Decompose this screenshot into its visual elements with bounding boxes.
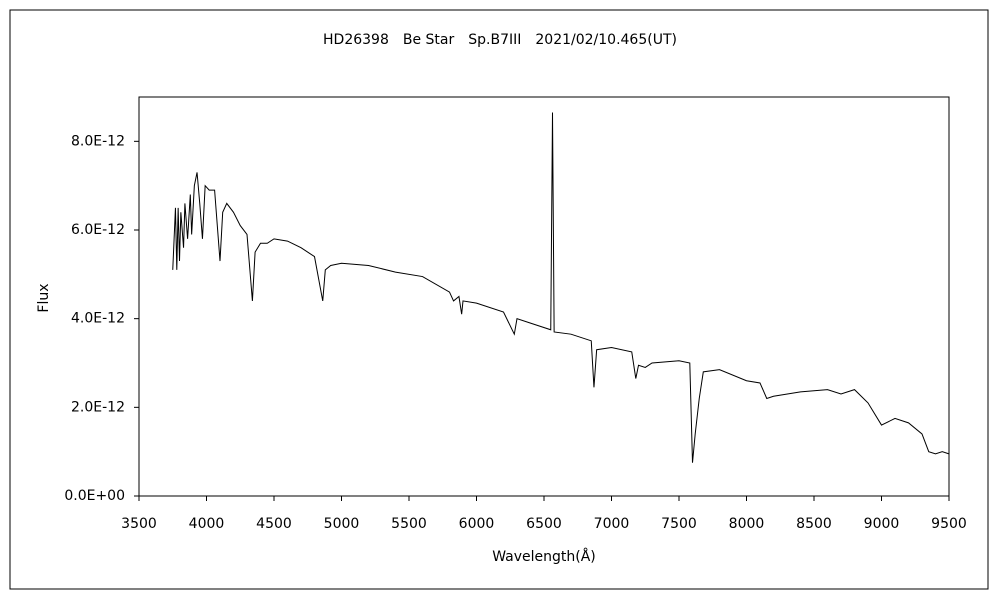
x-tick-label: 8500 [796, 516, 832, 532]
x-tick-label: 8000 [729, 516, 765, 532]
x-tick-label: 6000 [459, 516, 495, 532]
x-tick-label: 9500 [931, 516, 967, 532]
x-axis-label: Wavelength(Å) [492, 548, 596, 565]
x-tick-label: 3500 [121, 516, 157, 532]
x-tick-label: 6500 [526, 516, 562, 532]
x-tick-label: 5000 [324, 516, 360, 532]
x-tick-label: 4500 [256, 516, 292, 532]
chart-frame [9, 9, 989, 590]
x-tick-label: 7000 [594, 516, 630, 532]
y-tick-label: 4.0E-12 [71, 311, 125, 327]
x-tick-label: 5500 [391, 516, 427, 532]
x-tick-label: 4000 [189, 516, 225, 532]
spectrum-line [172, 112, 950, 463]
y-axis-label: Flux [36, 283, 52, 312]
x-tick-label: 9000 [864, 516, 900, 532]
y-tick-label: 6.0E-12 [71, 222, 125, 238]
y-tick-label: 0.0E+00 [64, 488, 125, 504]
y-tick-label: 2.0E-12 [71, 399, 125, 415]
chart-title: HD26398 Be Star Sp.B7III 2021/02/10.465(… [323, 32, 677, 48]
x-tick-label: 7500 [661, 516, 697, 532]
y-tick-label: 8.0E-12 [71, 133, 125, 149]
